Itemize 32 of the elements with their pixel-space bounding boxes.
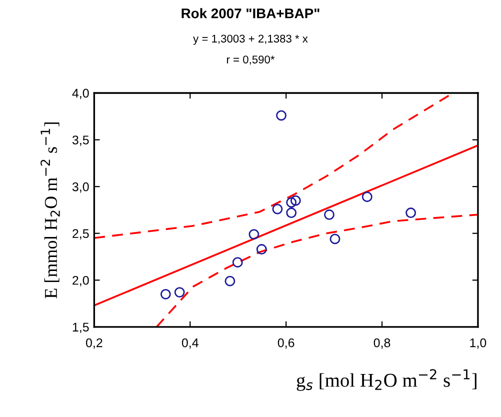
y-tick-label: 1,5	[72, 322, 89, 334]
point	[248, 229, 260, 240]
point	[232, 257, 243, 268]
point	[224, 276, 236, 286]
point	[286, 208, 297, 218]
point	[174, 287, 185, 298]
point	[276, 110, 286, 121]
y-tick-label: 3,5	[72, 136, 89, 146]
point	[272, 204, 283, 214]
point	[286, 197, 297, 208]
x-tick-label: 0,2	[86, 338, 102, 349]
point	[324, 209, 334, 220]
line-series	[156, 214, 478, 327]
point	[290, 195, 301, 206]
y-tick-label: 2,0	[72, 276, 89, 286]
point	[256, 244, 267, 254]
point	[330, 234, 340, 244]
point	[406, 208, 416, 218]
text: r = 0,590*	[226, 56, 275, 65]
y-tick-label: 2,5	[72, 229, 89, 240]
x-tick-label: 0,6	[278, 338, 294, 349]
chart-subtitle: y = 1,3003 + 2,1383 * x	[193, 34, 308, 45]
y-tick-label: 3,0	[72, 182, 89, 193]
text: g$_{s}$ [mol H$_{2}$O m$^{−2}$ s$^{−1}$]	[296, 369, 476, 391]
x-tick-label: 0,4	[182, 338, 198, 349]
x-tick-label: 1,0	[470, 338, 486, 349]
chart-title: Rok 2007 "IBA+BAP"	[182, 8, 320, 18]
y-axis-title: E [mmol H$_{2}$O m$^{−2}$ s$^{−1}$]	[40, 122, 60, 298]
point	[362, 192, 372, 202]
y-tick-label: 4,0	[72, 88, 89, 100]
x-tick-label: 0,8	[374, 338, 390, 349]
point	[160, 288, 171, 300]
